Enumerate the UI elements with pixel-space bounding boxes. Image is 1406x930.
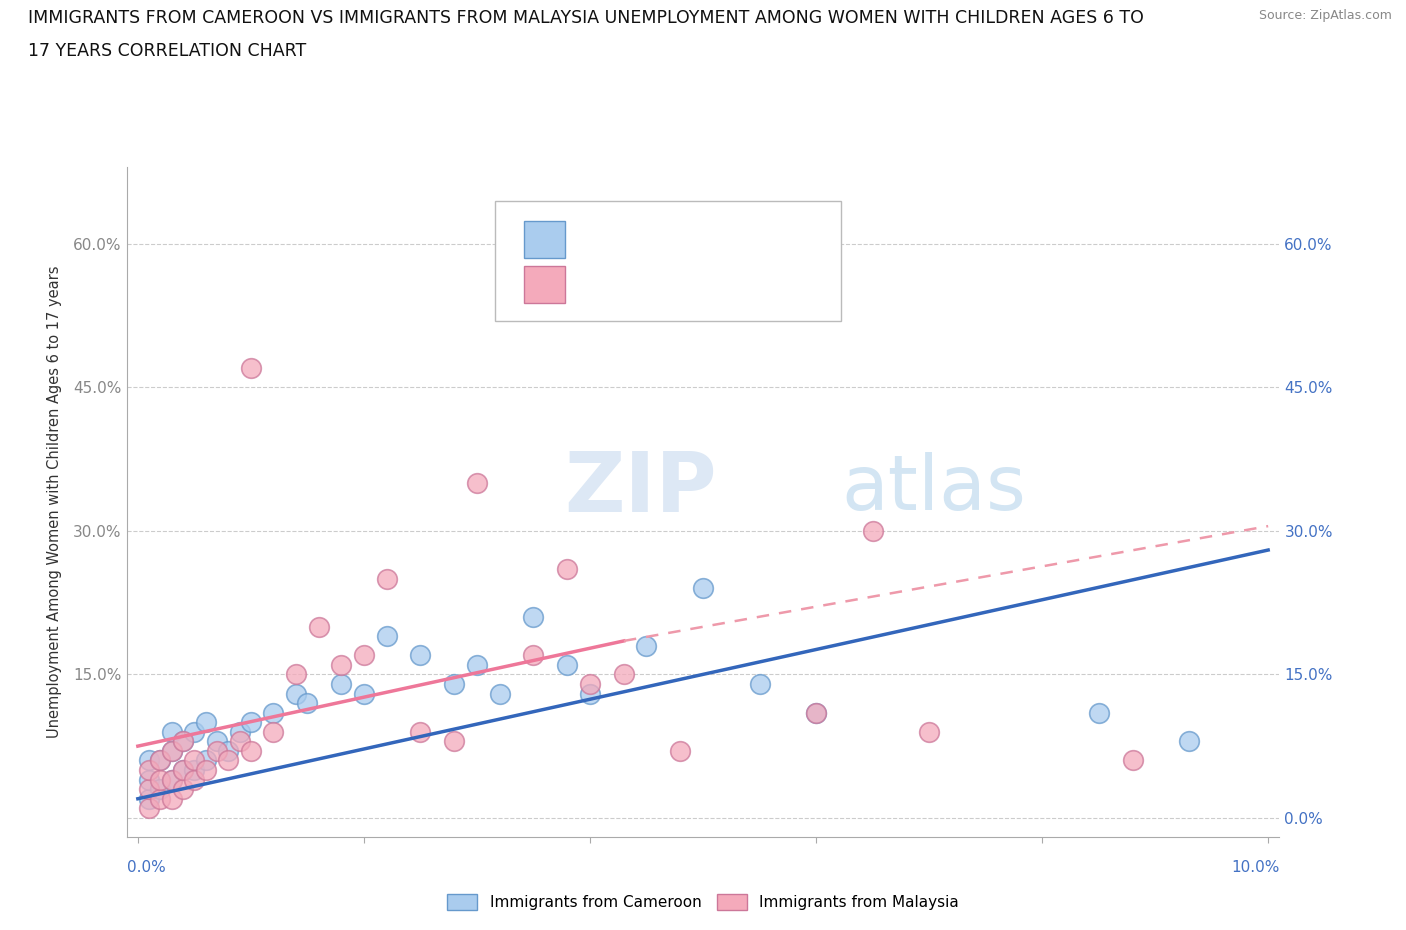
- Point: [138, 772, 160, 787]
- Text: N = 38: N = 38: [709, 276, 762, 291]
- Point: [748, 676, 770, 691]
- Text: ZIP: ZIP: [565, 448, 717, 529]
- Point: [692, 581, 714, 596]
- Point: [228, 734, 250, 749]
- Point: [804, 705, 827, 720]
- FancyBboxPatch shape: [495, 201, 841, 322]
- Point: [183, 724, 205, 739]
- Point: [172, 763, 194, 777]
- Point: [172, 734, 194, 749]
- Point: [488, 686, 510, 701]
- Point: [669, 743, 692, 758]
- Point: [862, 524, 884, 538]
- Point: [228, 724, 250, 739]
- Point: [330, 676, 353, 691]
- Point: [239, 743, 262, 758]
- Point: [804, 705, 827, 720]
- FancyBboxPatch shape: [524, 221, 565, 258]
- Point: [149, 753, 172, 768]
- Point: [443, 676, 465, 691]
- Text: R = 0.138: R = 0.138: [582, 276, 658, 291]
- Point: [285, 686, 308, 701]
- Point: [557, 562, 579, 577]
- Point: [205, 743, 228, 758]
- Point: [375, 571, 398, 586]
- Point: [217, 753, 239, 768]
- Point: [149, 753, 172, 768]
- Point: [138, 753, 160, 768]
- Point: [1087, 705, 1109, 720]
- Point: [138, 763, 160, 777]
- Point: [239, 715, 262, 730]
- Point: [160, 743, 183, 758]
- Point: [183, 753, 205, 768]
- Point: [557, 658, 579, 672]
- Point: [263, 705, 285, 720]
- Point: [285, 667, 308, 682]
- Point: [409, 724, 432, 739]
- Point: [522, 609, 544, 624]
- Legend: Immigrants from Cameroon, Immigrants from Malaysia: Immigrants from Cameroon, Immigrants fro…: [439, 886, 967, 918]
- Point: [194, 715, 217, 730]
- Point: [918, 724, 941, 739]
- Point: [160, 772, 183, 787]
- Text: 17 YEARS CORRELATION CHART: 17 YEARS CORRELATION CHART: [28, 42, 307, 60]
- Point: [160, 772, 183, 787]
- Point: [375, 629, 398, 644]
- Point: [1178, 734, 1201, 749]
- Point: [330, 658, 353, 672]
- Point: [205, 734, 228, 749]
- Text: IMMIGRANTS FROM CAMEROON VS IMMIGRANTS FROM MALAYSIA UNEMPLOYMENT AMONG WOMEN WI: IMMIGRANTS FROM CAMEROON VS IMMIGRANTS F…: [28, 9, 1144, 27]
- Point: [138, 801, 160, 816]
- Point: [138, 791, 160, 806]
- Point: [465, 475, 488, 490]
- Point: [263, 724, 285, 739]
- Point: [149, 772, 172, 787]
- Point: [172, 734, 194, 749]
- Text: N = 38: N = 38: [709, 232, 762, 246]
- Point: [160, 743, 183, 758]
- Y-axis label: Unemployment Among Women with Children Ages 6 to 17 years: Unemployment Among Women with Children A…: [46, 266, 62, 738]
- Point: [172, 763, 194, 777]
- Point: [160, 791, 183, 806]
- Point: [465, 658, 488, 672]
- Point: [183, 763, 205, 777]
- Point: [149, 782, 172, 797]
- Point: [353, 648, 375, 663]
- Point: [647, 265, 669, 280]
- Point: [613, 667, 636, 682]
- Point: [217, 743, 239, 758]
- Point: [194, 753, 217, 768]
- Point: [1121, 753, 1143, 768]
- Point: [297, 696, 319, 711]
- Point: [194, 763, 217, 777]
- Point: [443, 734, 465, 749]
- Point: [308, 619, 330, 634]
- Point: [353, 686, 375, 701]
- Text: Source: ZipAtlas.com: Source: ZipAtlas.com: [1258, 9, 1392, 22]
- Point: [172, 782, 194, 797]
- Point: [160, 724, 183, 739]
- Text: 0.0%: 0.0%: [127, 860, 166, 875]
- Point: [138, 782, 160, 797]
- FancyBboxPatch shape: [524, 266, 565, 302]
- Text: atlas: atlas: [841, 452, 1026, 525]
- Point: [636, 638, 658, 653]
- Point: [183, 772, 205, 787]
- Point: [239, 361, 262, 376]
- Point: [149, 791, 172, 806]
- Point: [409, 648, 432, 663]
- Point: [579, 676, 602, 691]
- Point: [522, 648, 544, 663]
- Text: R = 0.387: R = 0.387: [582, 232, 658, 246]
- Point: [579, 686, 602, 701]
- Text: 10.0%: 10.0%: [1232, 860, 1279, 875]
